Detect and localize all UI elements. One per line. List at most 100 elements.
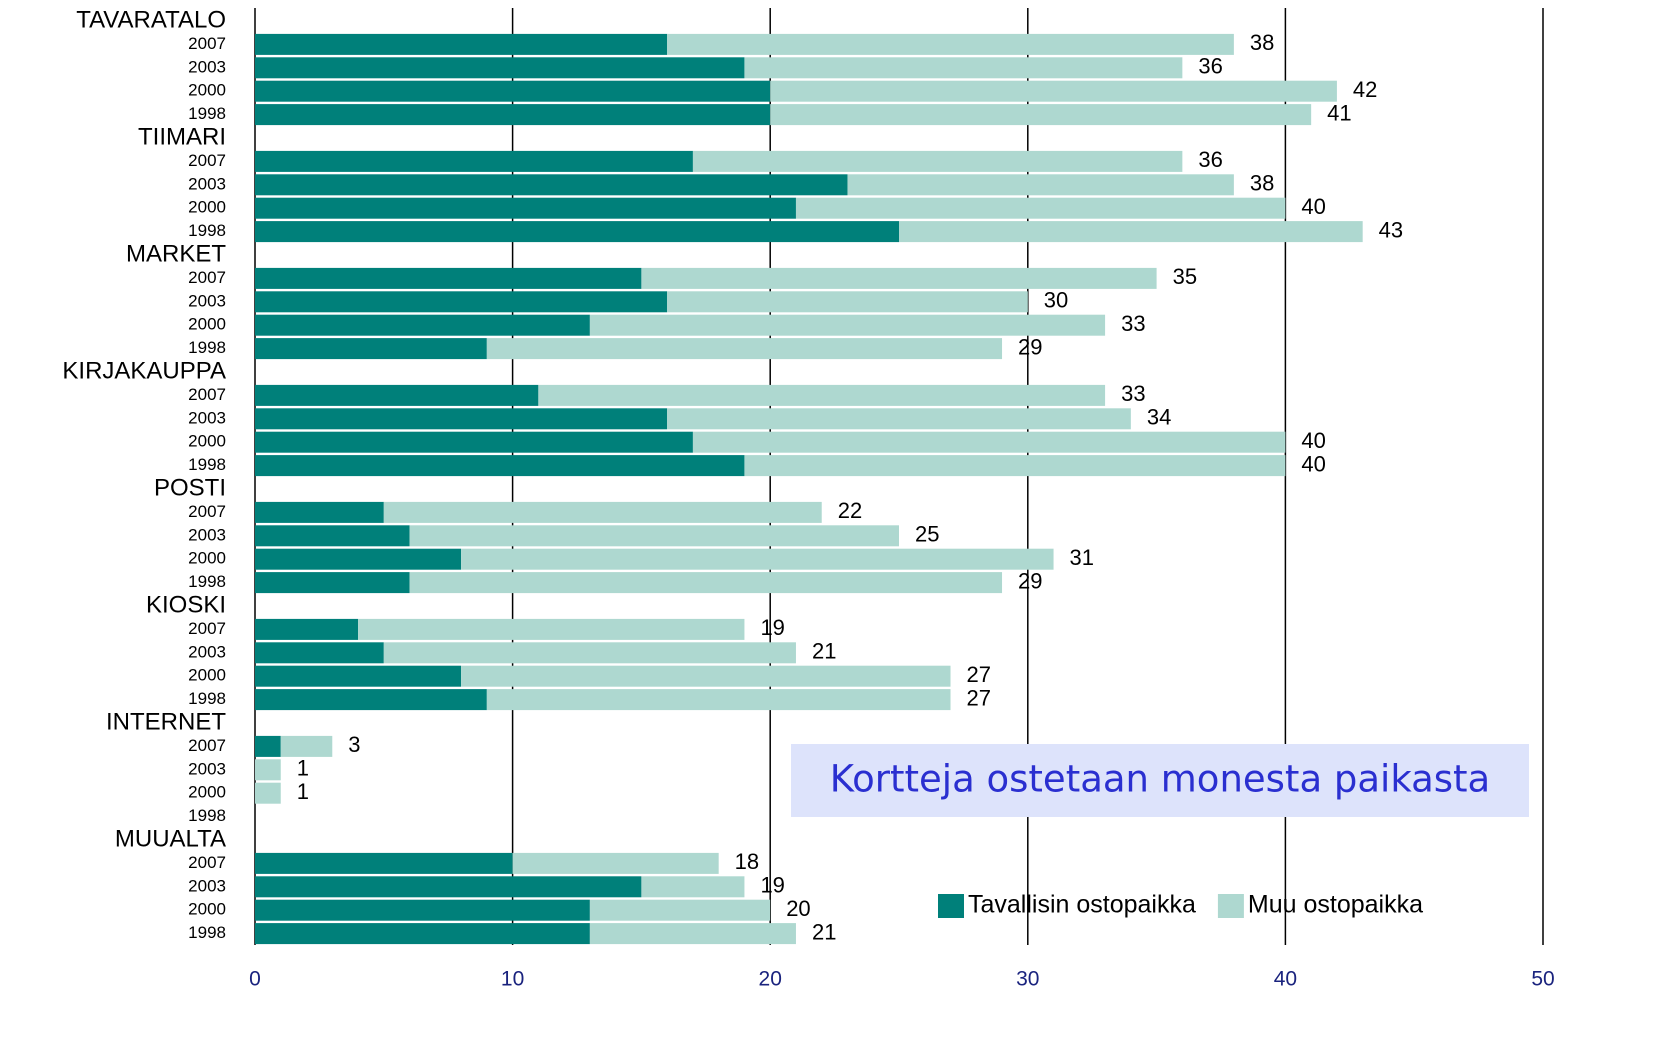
bar bbox=[383, 501, 822, 523]
annotation-box bbox=[791, 744, 1529, 817]
y-tick-label: 2000 bbox=[188, 315, 226, 334]
y-tick-label: 2003 bbox=[188, 291, 226, 310]
bar bbox=[589, 899, 771, 921]
bar bbox=[280, 735, 333, 757]
annotation: Kortteja ostetaan monesta paikasta bbox=[830, 758, 1490, 801]
y-tick-label: 2003 bbox=[188, 408, 226, 427]
bar bbox=[255, 525, 410, 547]
x-tick-label: 0 bbox=[249, 968, 261, 991]
bar bbox=[667, 33, 1234, 55]
data-label: 40 bbox=[1301, 451, 1325, 476]
data-label: 38 bbox=[1250, 30, 1274, 55]
bar bbox=[899, 221, 1363, 243]
data-label: 27 bbox=[967, 685, 991, 710]
data-label: 40 bbox=[1301, 194, 1325, 219]
bar bbox=[255, 782, 281, 804]
data-label: 42 bbox=[1353, 77, 1377, 102]
data-label: 18 bbox=[735, 849, 759, 874]
bar bbox=[255, 197, 796, 219]
data-label: 34 bbox=[1147, 405, 1171, 430]
data-label: 27 bbox=[967, 662, 991, 687]
group-label: KIRJAKAUPPA bbox=[62, 357, 226, 384]
y-tick-label: 2000 bbox=[188, 198, 226, 217]
legend-swatch bbox=[1217, 894, 1244, 918]
y-tick-label: 1998 bbox=[188, 923, 226, 942]
bar bbox=[512, 852, 719, 874]
bar bbox=[744, 57, 1183, 79]
bar bbox=[461, 548, 1054, 570]
y-tick-label: 2000 bbox=[188, 900, 226, 919]
y-tick-label: 1998 bbox=[188, 104, 226, 123]
bar bbox=[255, 665, 462, 687]
bar bbox=[255, 431, 693, 453]
y-tick-label: 2003 bbox=[188, 174, 226, 193]
y-tick-label: 2007 bbox=[188, 853, 226, 872]
data-label: 21 bbox=[812, 919, 836, 944]
y-tick-label: 1998 bbox=[188, 572, 226, 591]
bar bbox=[255, 759, 281, 781]
data-label: 21 bbox=[812, 639, 836, 664]
bar bbox=[641, 267, 1157, 289]
group-label: MARKET bbox=[126, 240, 226, 267]
y-tick-label: 2007 bbox=[188, 268, 226, 287]
y-tick-label: 2007 bbox=[188, 34, 226, 53]
bar bbox=[358, 618, 745, 640]
data-label: 43 bbox=[1379, 217, 1403, 242]
y-tick-label: 2000 bbox=[188, 81, 226, 100]
bar bbox=[255, 642, 384, 664]
data-label: 29 bbox=[1018, 568, 1042, 593]
data-label: 19 bbox=[760, 615, 784, 640]
bar bbox=[255, 338, 487, 360]
bar bbox=[667, 408, 1131, 430]
bar bbox=[255, 923, 590, 945]
x-tick-label: 40 bbox=[1274, 968, 1297, 991]
data-label: 1 bbox=[297, 756, 309, 781]
bar bbox=[255, 735, 281, 757]
y-tick-label: 2003 bbox=[188, 525, 226, 544]
bar bbox=[667, 291, 1028, 313]
bar bbox=[409, 525, 899, 547]
data-label: 36 bbox=[1198, 147, 1222, 172]
bar bbox=[692, 431, 1286, 453]
bar bbox=[486, 689, 951, 711]
y-tick-label: 1998 bbox=[188, 338, 226, 357]
y-tick-label: 2007 bbox=[188, 385, 226, 404]
y-tick-label: 1998 bbox=[188, 455, 226, 474]
x-tick-label: 20 bbox=[759, 968, 782, 991]
data-label: 1 bbox=[297, 779, 309, 804]
bar bbox=[255, 57, 745, 79]
bar bbox=[255, 876, 642, 898]
data-label: 3 bbox=[348, 732, 360, 757]
bar bbox=[255, 291, 668, 313]
bar bbox=[255, 572, 410, 594]
y-tick-label: 2000 bbox=[188, 783, 226, 802]
bar bbox=[255, 221, 899, 243]
bar bbox=[589, 314, 1106, 336]
data-label: 22 bbox=[838, 498, 862, 523]
bar bbox=[461, 665, 951, 687]
bar bbox=[255, 618, 359, 640]
bar bbox=[847, 174, 1234, 196]
bar bbox=[255, 80, 771, 102]
y-tick-label: 2007 bbox=[188, 619, 226, 638]
data-label: 30 bbox=[1044, 288, 1068, 313]
bar bbox=[255, 455, 745, 477]
y-tick-label: 2000 bbox=[188, 549, 226, 568]
bar bbox=[255, 150, 693, 172]
data-label: 29 bbox=[1018, 334, 1042, 359]
y-tick-label: 2007 bbox=[188, 736, 226, 755]
group-label: INTERNET bbox=[106, 708, 226, 735]
y-tick-label: 2000 bbox=[188, 432, 226, 451]
legend-label: Tavallisin ostopaikka bbox=[968, 891, 1196, 919]
bar bbox=[589, 923, 796, 945]
group-label: TAVARATALO bbox=[76, 6, 226, 33]
group-label: TIIMARI bbox=[138, 123, 226, 150]
x-tick-label: 10 bbox=[501, 968, 524, 991]
bar bbox=[486, 338, 1003, 360]
x-tick-label: 30 bbox=[1016, 968, 1039, 991]
bar bbox=[255, 852, 513, 874]
data-label: 35 bbox=[1173, 264, 1197, 289]
legend-swatch bbox=[938, 894, 964, 918]
data-label: 36 bbox=[1198, 54, 1222, 79]
